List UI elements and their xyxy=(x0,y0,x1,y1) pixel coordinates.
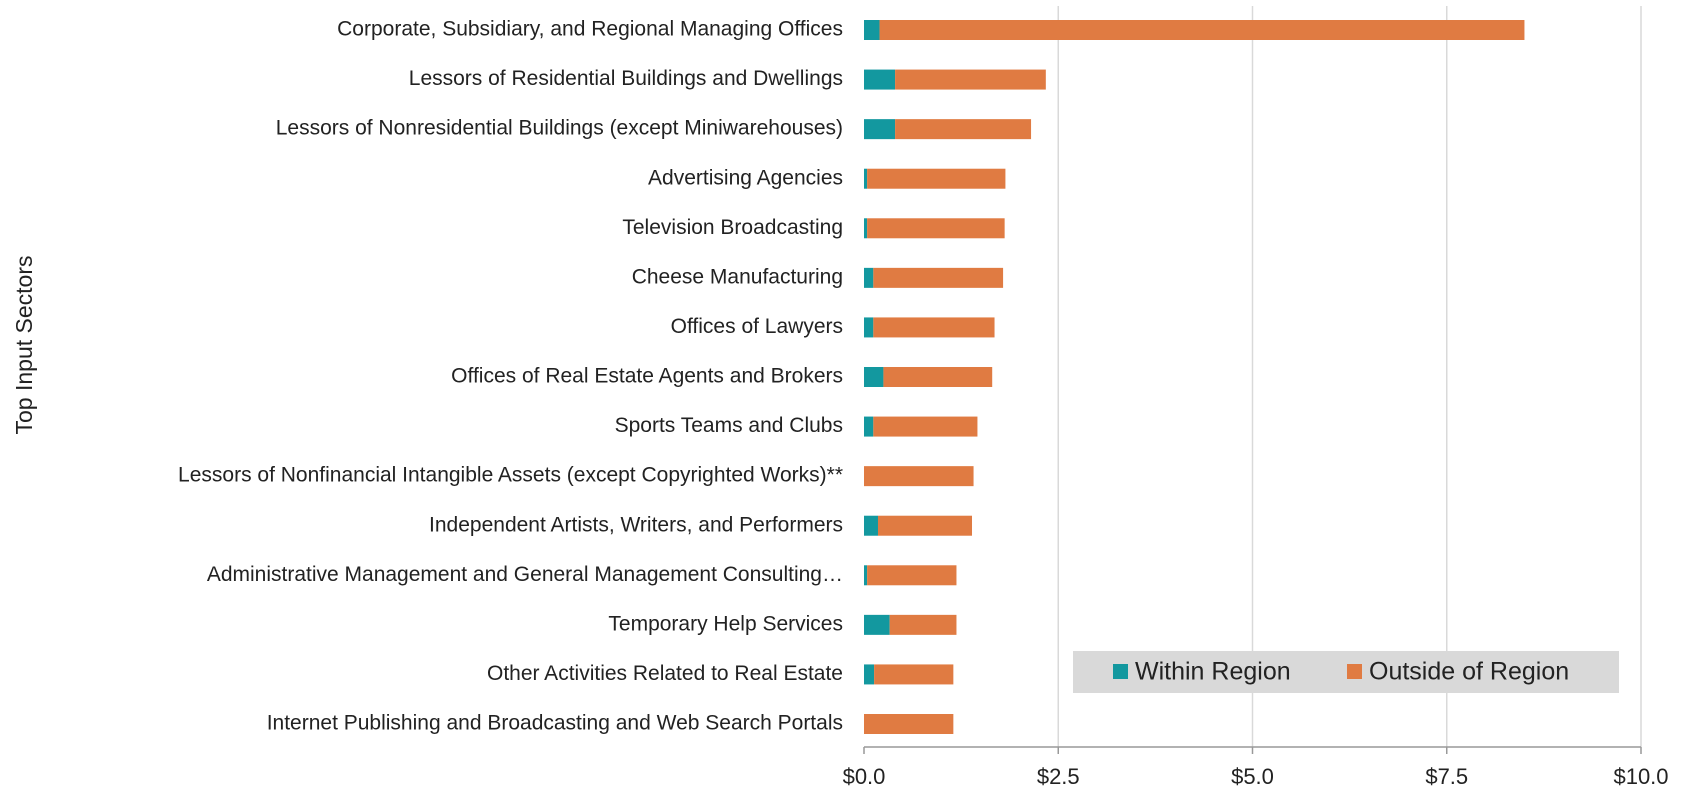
y-tick-label: Lessors of Nonfinancial Intangible Asset… xyxy=(178,464,843,487)
bar-segment xyxy=(864,168,868,189)
bar-segment xyxy=(873,267,1004,288)
x-tick-label: $5.0 xyxy=(1231,764,1274,789)
y-tick-label: Sports Teams and Clubs xyxy=(615,414,843,437)
bar-segment xyxy=(864,218,868,239)
bar-segment xyxy=(864,119,896,140)
y-tick-label: Offices of Lawyers xyxy=(671,315,843,338)
bar-segment xyxy=(864,317,874,338)
y-tick-label: Independent Artists, Writers, and Perfor… xyxy=(429,513,843,536)
x-tick-label: $7.5 xyxy=(1425,764,1468,789)
y-tick-label: Administrative Management and General Ma… xyxy=(207,563,843,586)
x-tick-label: $0.0 xyxy=(843,764,886,789)
legend-label: Outside of Region xyxy=(1369,658,1569,686)
bar-segment xyxy=(864,565,868,586)
bar-segment xyxy=(864,664,875,685)
bar-segment xyxy=(864,69,896,90)
bar-segment xyxy=(864,367,884,387)
bar-segment xyxy=(895,69,1046,90)
y-tick-label: Corporate, Subsidiary, and Regional Mana… xyxy=(337,18,843,41)
bar-segment xyxy=(879,20,1525,40)
bar-segment xyxy=(867,565,957,586)
x-tick-label: $2.5 xyxy=(1037,764,1080,789)
legend-box xyxy=(1073,651,1619,693)
y-tick-label: Internet Publishing and Broadcasting and… xyxy=(267,712,843,735)
y-axis-title: Top Input Sectors xyxy=(11,256,37,435)
legend-swatch xyxy=(1113,664,1128,679)
y-tick-label: Television Broadcasting xyxy=(622,216,843,239)
legend-swatch xyxy=(1347,664,1362,679)
bar-segment xyxy=(864,466,974,487)
legend-label: Within Region xyxy=(1135,658,1291,686)
x-tick-label: $10.0 xyxy=(1613,764,1668,789)
bar-segment xyxy=(883,367,993,387)
bar-segment xyxy=(873,317,995,338)
bar-segment xyxy=(895,119,1032,140)
bar-segment xyxy=(864,515,878,536)
y-tick-label: Temporary Help Services xyxy=(608,612,843,635)
y-tick-label: Advertising Agencies xyxy=(648,166,843,189)
bar-segment xyxy=(864,416,874,437)
bar-segment xyxy=(867,218,1005,239)
y-tick-label: Lessors of Residential Buildings and Dwe… xyxy=(409,67,843,90)
bar-segment xyxy=(864,714,954,734)
bar-segment xyxy=(873,416,978,437)
y-tick-label: Other Activities Related to Real Estate xyxy=(487,662,843,685)
bar-segment xyxy=(864,20,880,40)
bar-segment xyxy=(889,614,957,635)
y-tick-label: Offices of Real Estate Agents and Broker… xyxy=(451,365,843,388)
bar-segment xyxy=(874,664,954,685)
bar-segment xyxy=(864,267,874,288)
y-tick-label: Lessors of Nonresidential Buildings (exc… xyxy=(276,117,843,140)
bar-segment xyxy=(867,168,1006,189)
bar-segment xyxy=(864,614,890,635)
y-tick-label: Cheese Manufacturing xyxy=(632,265,843,288)
bar-segment xyxy=(877,515,973,536)
